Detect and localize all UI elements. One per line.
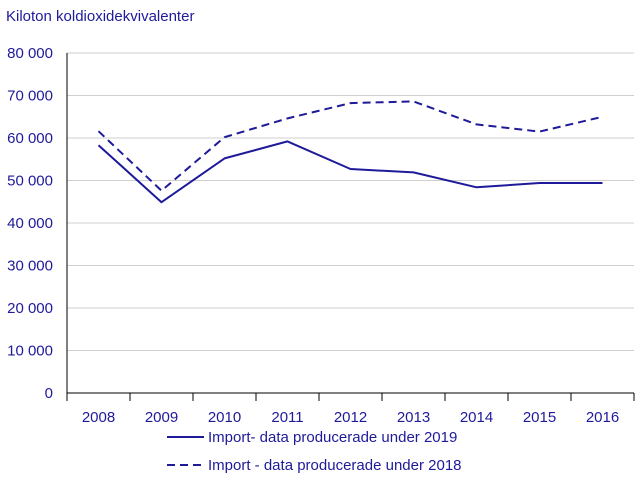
- y-tick-label-7: 70 000: [7, 88, 53, 105]
- x-tick-label-6: 2014: [460, 409, 493, 426]
- x-tick-label-5: 2013: [397, 409, 430, 426]
- x-tick-label-7: 2015: [523, 409, 556, 426]
- y-tick-label-0: 0: [45, 385, 53, 402]
- legend-label-1: Import - data producerade under 2018: [208, 457, 462, 474]
- y-tick-label-5: 50 000: [7, 173, 53, 190]
- series-line-0: [97, 140, 603, 204]
- legend-label-0: Import- data producerade under 2019: [208, 429, 457, 446]
- y-tick-label-2: 20 000: [7, 300, 53, 317]
- y-tick-label-8: 80 000: [7, 45, 53, 62]
- x-tick-label-4: 2012: [334, 409, 367, 426]
- x-tick-label-1: 2009: [145, 409, 178, 426]
- x-tick-label-0: 2008: [82, 409, 115, 426]
- series-line-1: [97, 100, 603, 192]
- x-tick-label-3: 2011: [271, 409, 303, 426]
- x-tick-label-8: 2016: [586, 409, 619, 426]
- y-tick-label-4: 40 000: [7, 215, 53, 232]
- y-axis-unit-label: Kiloton koldioxidekvivalenter: [6, 8, 195, 25]
- y-tick-label-1: 10 000: [7, 343, 53, 360]
- y-tick-label-6: 60 000: [7, 130, 53, 147]
- x-tick-label-2: 2010: [208, 409, 241, 426]
- y-tick-label-3: 30 000: [7, 258, 53, 275]
